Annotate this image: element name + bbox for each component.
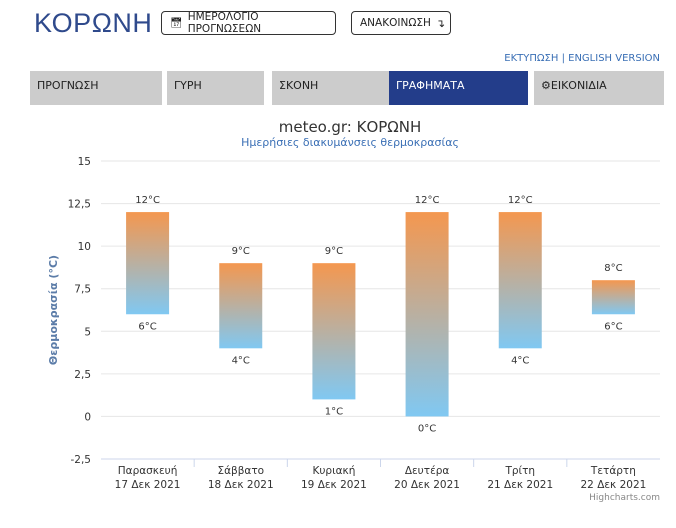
min-temp-label: 6°C: [604, 321, 622, 332]
y-tick-label: 5: [84, 326, 91, 338]
forecast-calendar-button[interactable]: 📅︎ ΗΜΕΡΟΛΟΓΙΟ ΠΡΟΓΝΩΣΕΩΝ: [161, 11, 336, 35]
page-title: ΚΟΡΩΝΗ: [34, 8, 153, 38]
tab-pollen-label: ΓΥΡΗ: [174, 79, 202, 92]
x-axis-ticks: Παρασκευή 17 Δεκ 2021 Σάββατο 18 Δεκ 2021 Κυ…: [115, 459, 647, 491]
tab-charts[interactable]: ΓΡΑΦΗΜΑΤΑ: [389, 71, 528, 105]
y-tick-label: 15: [78, 156, 91, 168]
x-tick-date: 19 Δεκ 2021: [301, 479, 367, 491]
x-tick-day: Τρίτη: [504, 465, 535, 477]
arrow-down-return-icon: ↴: [435, 16, 446, 30]
temperature-chart: meteo.gr: ΚΟΡΩΝΗ Ημερήσιες διακυμάνσεις …: [47, 118, 660, 503]
y-axis-ticks: -2,5 0 2,5 5 7,5 10 12,5 15: [68, 156, 91, 466]
min-temp-label: 4°C: [232, 355, 250, 366]
max-temp-label: 8°C: [604, 263, 622, 274]
y-tick-label: 2,5: [74, 369, 91, 381]
temperature-bar[interactable]: [312, 263, 356, 400]
min-temp-label: 1°C: [325, 406, 343, 417]
x-tick-date: 21 Δεκ 2021: [487, 479, 553, 491]
tab-dust[interactable]: ΣΚΟΝΗ: [272, 71, 411, 105]
x-tick-day: Τετάρτη: [590, 465, 636, 477]
gear-icon: ⚙: [541, 79, 551, 92]
x-tick-day: Δευτέρα: [405, 465, 450, 477]
temperature-bar[interactable]: [498, 212, 542, 349]
chart-subtitle: Ημερήσιες διακυμάνσεις θερμοκρασίας: [241, 136, 459, 149]
calendar-icon: 📅︎: [170, 17, 183, 29]
min-temp-label: 0°C: [418, 423, 436, 434]
y-tick-label: 0: [84, 411, 91, 423]
tab-bar: ΠΡΟΓΝΩΣΗ ΓΥΡΗ ΣΚΟΝΗ ΓΡΑΦΗΜΑΤΑ ⚙ΕΙΚΟΝΙΔΙΑ: [30, 71, 664, 105]
x-tick-day: Σάββατο: [217, 465, 264, 477]
chart-title: meteo.gr: ΚΟΡΩΝΗ: [279, 118, 422, 136]
tab-icons-label: ΕΙΚΟΝΙΔΙΑ: [550, 79, 607, 92]
chart-bars: [126, 212, 635, 417]
temperature-bar[interactable]: [126, 212, 170, 315]
top-links: ΕΚΤΥΠΩΣΗ | ENGLISH VERSION: [504, 53, 660, 64]
x-tick-date: 18 Δεκ 2021: [208, 479, 274, 491]
tab-dust-label: ΣΚΟΝΗ: [279, 79, 319, 92]
link-separator: |: [558, 53, 569, 64]
x-tick-date: 17 Δεκ 2021: [115, 479, 181, 491]
chart-credits[interactable]: Highcharts.com: [589, 493, 660, 503]
announcement-button[interactable]: ΑΝΑΚΟΙΝΩΣΗ ↴: [351, 11, 451, 35]
max-temp-label: 12°C: [415, 195, 440, 206]
x-tick-date: 22 Δεκ 2021: [581, 479, 647, 491]
y-tick-label: -2,5: [71, 454, 92, 466]
x-tick-day: Κυριακή: [312, 465, 355, 477]
max-temp-label: 12°C: [135, 195, 160, 206]
chart-data-labels: 12°C 6°C 9°C 4°C 9°C 1°C 12°C 0°C 12°C 4°C 8°C 6°C: [135, 195, 622, 434]
max-temp-label: 12°C: [508, 195, 533, 206]
tab-icons[interactable]: ⚙ΕΙΚΟΝΙΔΙΑ: [534, 71, 664, 105]
y-tick-label: 7,5: [74, 284, 91, 296]
tab-forecast-label: ΠΡΟΓΝΩΣΗ: [37, 79, 99, 92]
tab-pollen[interactable]: ΓΥΡΗ: [167, 71, 264, 105]
min-temp-label: 6°C: [138, 321, 156, 332]
y-axis-label: Θερμοκρασία (°C): [47, 255, 60, 365]
temperature-bar[interactable]: [405, 212, 449, 417]
x-tick-date: 20 Δεκ 2021: [394, 479, 460, 491]
y-tick-label: 10: [78, 241, 91, 253]
temperature-bar[interactable]: [219, 263, 263, 349]
x-tick-day: Παρασκευή: [118, 465, 178, 477]
tab-forecast[interactable]: ΠΡΟΓΝΩΣΗ: [30, 71, 162, 105]
announcement-label: ΑΝΑΚΟΙΝΩΣΗ: [360, 17, 431, 29]
english-version-link[interactable]: ENGLISH VERSION: [568, 53, 660, 64]
max-temp-label: 9°C: [325, 246, 343, 257]
min-temp-label: 4°C: [511, 355, 529, 366]
max-temp-label: 9°C: [232, 246, 250, 257]
print-link[interactable]: ΕΚΤΥΠΩΣΗ: [504, 53, 559, 64]
chart-grid: [101, 160, 660, 460]
temperature-bar[interactable]: [591, 280, 635, 315]
tab-charts-label: ΓΡΑΦΗΜΑΤΑ: [396, 79, 465, 92]
forecast-calendar-label: ΗΜΕΡΟΛΟΓΙΟ ΠΡΟΓΝΩΣΕΩΝ: [187, 11, 262, 35]
y-tick-label: 12,5: [68, 199, 91, 211]
